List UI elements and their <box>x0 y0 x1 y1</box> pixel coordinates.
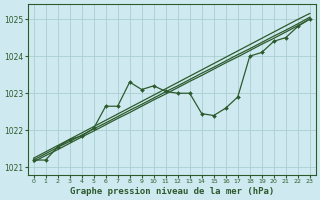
X-axis label: Graphe pression niveau de la mer (hPa): Graphe pression niveau de la mer (hPa) <box>69 187 274 196</box>
